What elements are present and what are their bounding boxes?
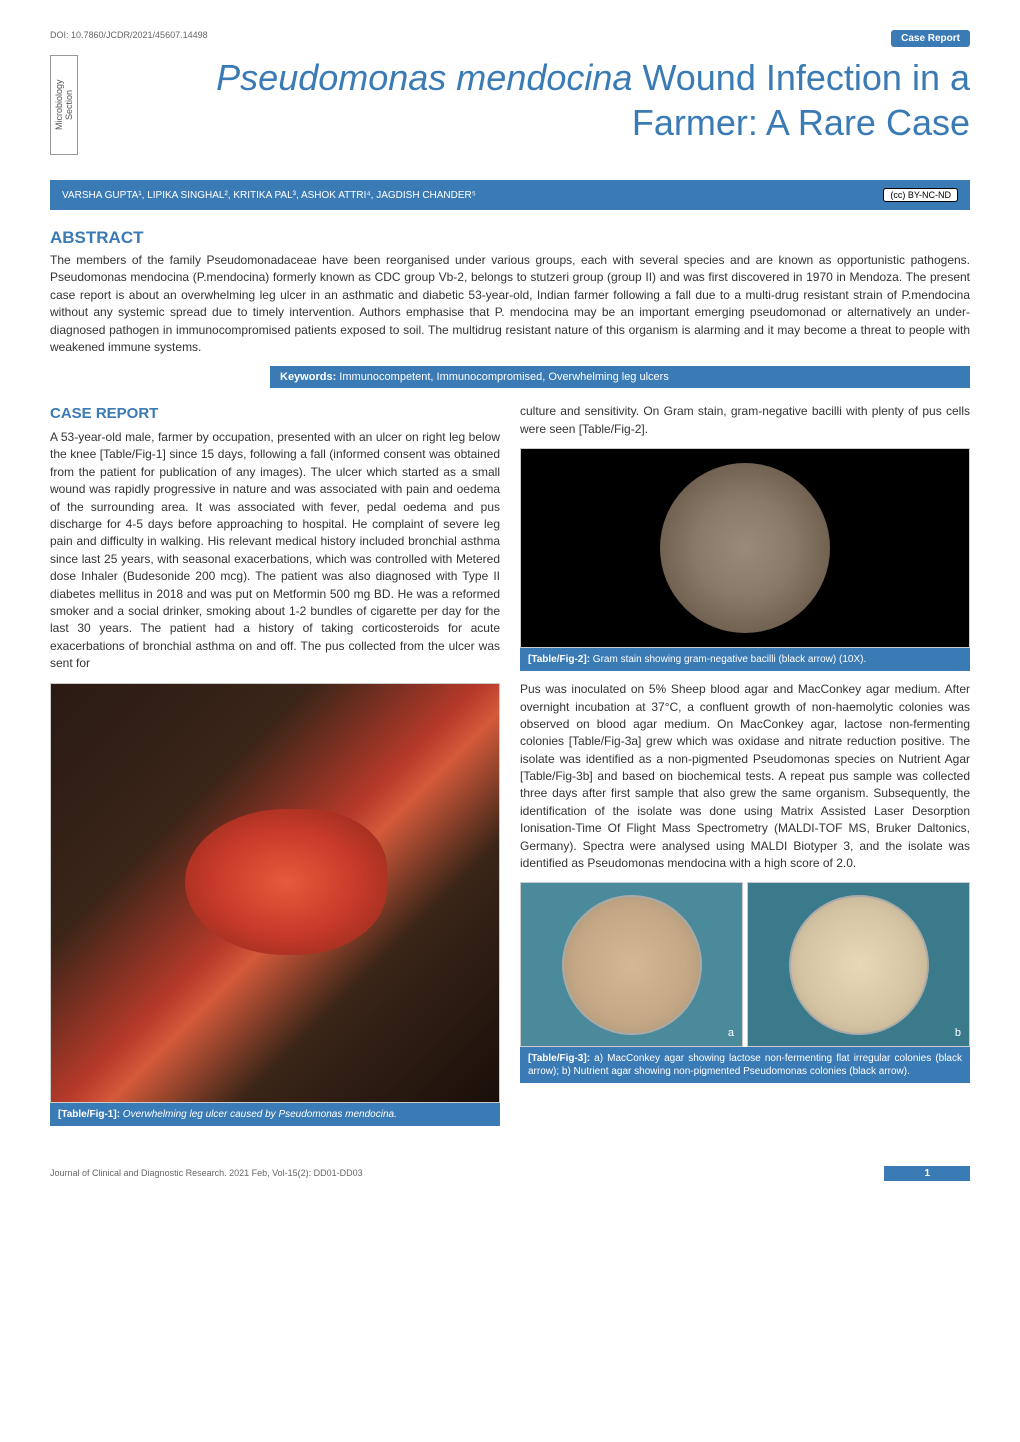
figure-3b-dish (789, 895, 929, 1035)
keywords-label: Keywords: (280, 371, 336, 383)
figure-3b-image: b (747, 882, 970, 1047)
figure-2-tag: [Table/Fig-2]: (528, 654, 590, 665)
figure-3a-image: a (520, 882, 743, 1047)
figure-1-caption: [Table/Fig-1]: Overwhelming leg ulcer ca… (50, 1103, 500, 1126)
case-report-heading: CASE REPORT (50, 403, 500, 425)
keywords-text: Immunocompetent, Immunocompromised, Over… (336, 371, 669, 383)
content-columns: CASE REPORT A 53-year-old male, farmer b… (50, 403, 970, 1135)
figure-3b-label: b (955, 1026, 961, 1042)
figure-3: a b [Table/Fig-3]: a) MacConkey agar sho… (520, 882, 970, 1083)
column-left: CASE REPORT A 53-year-old male, farmer b… (50, 403, 500, 1135)
column-right: culture and sensitivity. On Gram stain, … (520, 403, 970, 1135)
case-report-p1: A 53-year-old male, farmer by occupation… (50, 429, 500, 672)
footer-citation: Journal of Clinical and Diagnostic Resea… (50, 1168, 363, 1178)
figure-3-tag: [Table/Fig-3]: (528, 1053, 590, 1064)
figure-2-text: Gram stain showing gram-negative bacilli… (590, 654, 866, 665)
keywords-bar: Keywords: Immunocompetent, Immunocomprom… (270, 366, 970, 388)
figure-1-tag: [Table/Fig-1]: (58, 1109, 120, 1120)
doi-text: DOI: 10.7860/JCDR/2021/45607.14498 (50, 30, 208, 40)
figure-1-wound (185, 809, 387, 955)
col2-p2: Pus was inoculated on 5% Sheep blood aga… (520, 681, 970, 872)
figure-3-caption: [Table/Fig-3]: a) MacConkey agar showing… (520, 1047, 970, 1083)
case-report-badge: Case Report (891, 30, 970, 47)
figure-2-image (520, 448, 970, 648)
figure-1-text: Overwhelming leg ulcer caused by Pseudom… (120, 1109, 397, 1120)
abstract-text: The members of the family Pseudomonadace… (50, 252, 970, 356)
section-label: Microbiology Section (50, 55, 78, 155)
figure-3a-dish (562, 895, 702, 1035)
figure-2-caption: [Table/Fig-2]: Gram stain showing gram-n… (520, 648, 970, 671)
figure-1: [Table/Fig-1]: Overwhelming leg ulcer ca… (50, 683, 500, 1126)
col2-p1: culture and sensitivity. On Gram stain, … (520, 403, 970, 438)
footer: Journal of Clinical and Diagnostic Resea… (50, 1166, 970, 1181)
figure-3-text: a) MacConkey agar showing lactose non-fe… (528, 1053, 962, 1077)
figure-1-image (50, 683, 500, 1103)
title-section: Microbiology Section Pseudomonas mendoci… (50, 55, 970, 155)
figure-3a-label: a (728, 1026, 734, 1042)
abstract-heading: ABSTRACT (50, 228, 970, 248)
authors-list: VARSHA GUPTA¹, LIPIKA SINGHAL², KRITIKA … (62, 190, 476, 201)
article-title: Pseudomonas mendocina Wound Infection in… (98, 55, 970, 145)
license-badge: (cc) BY-NC-ND (883, 188, 958, 202)
title-italic: Pseudomonas mendocina (216, 57, 632, 98)
authors-bar: VARSHA GUPTA¹, LIPIKA SINGHAL², KRITIKA … (50, 180, 970, 210)
title-rest: Wound Infection in a Farmer: A Rare Case (632, 57, 970, 143)
header-top-row: DOI: 10.7860/JCDR/2021/45607.14498 Case … (50, 30, 970, 47)
figure-3-row: a b (520, 882, 970, 1047)
figure-2: [Table/Fig-2]: Gram stain showing gram-n… (520, 448, 970, 671)
figure-2-microscope-field (660, 463, 830, 633)
footer-page-number: 1 (884, 1166, 970, 1181)
